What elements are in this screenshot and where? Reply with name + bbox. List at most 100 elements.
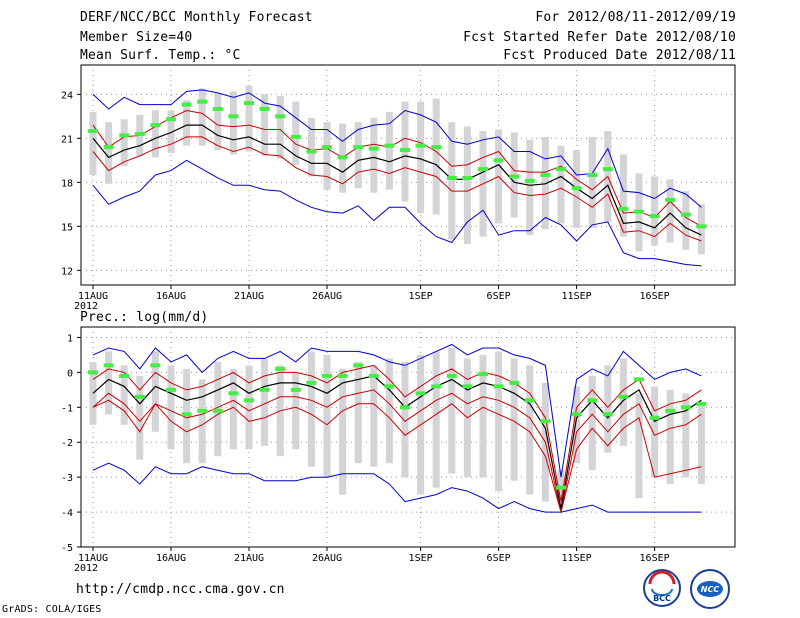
source-url[interactable]: http://cmdp.ncc.cma.gov.cn bbox=[76, 582, 285, 597]
temp-median-mark bbox=[680, 212, 691, 217]
temp-median-mark bbox=[275, 114, 286, 119]
prec-median-mark bbox=[400, 405, 410, 410]
temp-box bbox=[167, 110, 175, 153]
temp-lower2-line bbox=[92, 159, 702, 267]
prec-median-mark bbox=[446, 373, 457, 378]
prec-median-mark bbox=[415, 391, 426, 396]
prec-box bbox=[495, 351, 503, 492]
prec-median-mark bbox=[244, 398, 254, 403]
prec-box bbox=[526, 365, 534, 495]
prec-box bbox=[573, 386, 581, 464]
prec-median-mark bbox=[571, 412, 582, 417]
temp-median-mark bbox=[587, 173, 598, 177]
temp-box bbox=[557, 145, 565, 224]
temp-median-mark bbox=[478, 167, 488, 172]
prec-box bbox=[401, 361, 409, 478]
temp-median-mark bbox=[290, 134, 301, 139]
temp-box bbox=[651, 176, 659, 246]
temp-median-mark bbox=[259, 107, 270, 111]
temp-box bbox=[385, 111, 393, 190]
prec-box bbox=[339, 368, 347, 495]
temp-box bbox=[229, 91, 237, 155]
temp-ytick-label: 21 bbox=[61, 134, 73, 145]
upper-panel-title: Mean Surf. Temp.: °C bbox=[80, 48, 241, 63]
prec-ytick-label: -3 bbox=[61, 473, 73, 484]
prec-median-mark bbox=[493, 384, 504, 389]
prec-xtick-label: 1SEP bbox=[409, 553, 433, 564]
temp-box bbox=[666, 179, 674, 243]
temp-box bbox=[526, 139, 534, 236]
temp-box bbox=[89, 111, 97, 175]
temp-xtick-label: 16SEP bbox=[640, 291, 670, 302]
prec-box bbox=[229, 368, 237, 450]
prec-median-mark bbox=[665, 408, 676, 413]
prec-box bbox=[432, 351, 440, 488]
fcst-produced-date: Fcst Produced Date 2012/08/11 bbox=[503, 48, 736, 63]
prec-box bbox=[323, 354, 331, 478]
prec-box bbox=[105, 351, 113, 415]
prec-xtick-label: 21AUG bbox=[234, 553, 264, 564]
temp-box bbox=[307, 117, 315, 177]
temp-median-mark bbox=[337, 155, 348, 160]
temp-median-mark bbox=[103, 145, 114, 150]
prec-box bbox=[292, 372, 300, 450]
prec-box bbox=[682, 393, 690, 478]
temp-ytick-label: 18 bbox=[61, 178, 73, 189]
prec-xtick-label: 6SEP bbox=[487, 553, 511, 564]
prec-xtick-label: 11SEP bbox=[562, 553, 592, 564]
logos: BCC NCC bbox=[643, 569, 730, 609]
prec-median-mark bbox=[602, 412, 613, 417]
temp-box bbox=[261, 94, 269, 156]
chart-title: DERF/NCC/BCC Monthly Forecast bbox=[80, 10, 313, 25]
temp-box bbox=[105, 122, 113, 184]
prec-median-mark bbox=[103, 363, 114, 368]
temp-median-mark bbox=[384, 143, 395, 148]
prec-median-mark bbox=[384, 384, 395, 389]
temp-median-mark bbox=[571, 186, 582, 191]
prec-box bbox=[479, 354, 487, 478]
temp-mean-line bbox=[92, 124, 702, 236]
temp-median-mark bbox=[119, 133, 130, 138]
ncc-logo-text: NCC bbox=[701, 585, 720, 594]
prec-box bbox=[510, 358, 518, 481]
prec-mean-line bbox=[92, 375, 702, 509]
temp-box bbox=[370, 117, 378, 193]
temp-box bbox=[588, 136, 596, 228]
prec-box bbox=[697, 403, 705, 485]
temp-upper2-line bbox=[92, 89, 702, 208]
temp-xtick-year: 2012 bbox=[74, 301, 98, 312]
temp-box bbox=[697, 204, 705, 255]
temp-median-mark bbox=[665, 197, 676, 202]
prec-median-mark bbox=[88, 370, 98, 375]
prec-xtick-year: 2012 bbox=[74, 563, 98, 574]
prec-upper1-line bbox=[92, 364, 702, 502]
prec-median-mark bbox=[462, 384, 473, 389]
temp-median-mark bbox=[524, 178, 535, 183]
temp-box bbox=[276, 95, 284, 159]
prec-box bbox=[120, 365, 128, 425]
prec-box bbox=[89, 361, 97, 425]
temp-median-mark bbox=[431, 145, 442, 150]
temp-median-mark bbox=[634, 209, 644, 214]
temp-xtick-label: 16AUG bbox=[156, 291, 186, 302]
prec-median-mark bbox=[212, 408, 223, 413]
prec-median-mark bbox=[259, 387, 270, 392]
prec-median-mark bbox=[119, 373, 130, 378]
temp-xtick-label: 6SEP bbox=[487, 291, 511, 302]
prec-median-mark bbox=[509, 380, 520, 385]
temp-median-mark bbox=[446, 175, 457, 180]
member-size: Member Size=40 bbox=[80, 30, 193, 45]
prec-median-mark bbox=[540, 419, 551, 424]
prec-median-mark bbox=[649, 415, 660, 420]
temp-box bbox=[151, 110, 159, 158]
temp-median-mark bbox=[556, 167, 566, 172]
prec-median-mark bbox=[680, 405, 691, 410]
temp-box bbox=[214, 92, 222, 151]
temp-box bbox=[120, 119, 128, 167]
bcc-logo-text: BCC bbox=[653, 594, 671, 603]
temp-median-mark bbox=[197, 99, 208, 104]
bcc-logo-arc bbox=[648, 570, 676, 585]
temp-xtick-label: 1SEP bbox=[409, 291, 433, 302]
prec-box bbox=[666, 389, 674, 485]
